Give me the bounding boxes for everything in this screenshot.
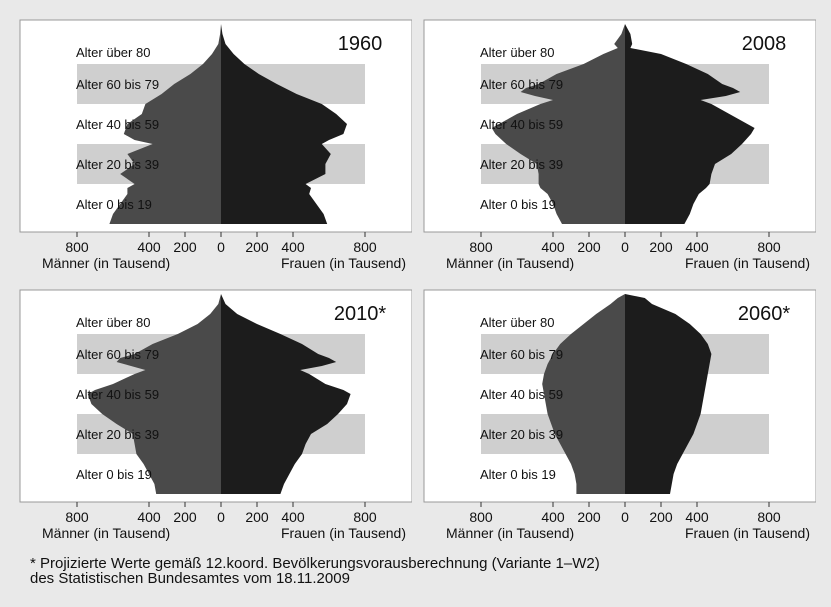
x-tick-label: 200 — [577, 509, 601, 525]
series-women-area — [625, 24, 755, 224]
population-pyramid-chart: Alter über 80 Alter 60 bis 79 Alter 40 bis… — [423, 289, 816, 541]
x-tick-label: 200 — [245, 509, 269, 525]
age-band-label: Alter 20 bis 39 — [76, 157, 159, 172]
age-band-label: Alter über 80 — [76, 315, 150, 330]
series-men-area — [542, 294, 625, 494]
x-tick-label: 400 — [137, 239, 161, 255]
x-tick-label: 0 — [621, 239, 629, 255]
x-tick-label: 400 — [137, 509, 161, 525]
age-band-label: Alter 20 bis 39 — [480, 157, 563, 172]
age-band-label: Alter 60 bis 79 — [76, 77, 159, 92]
chart-title: 2060* — [738, 303, 790, 325]
x-axis-label-women: Frauen (in Tausend) — [685, 525, 810, 541]
age-band-label: Alter 0 bis 19 — [76, 197, 152, 212]
age-band-label: Alter 40 bis 59 — [480, 387, 563, 402]
chart-panel-4: Alter über 80 Alter 60 bis 79 Alter 40 bis… — [416, 284, 816, 552]
x-tick-label: 800 — [469, 239, 493, 255]
x-tick-label: 200 — [173, 239, 197, 255]
population-pyramid-chart: Alter über 80 Alter 60 bis 79 Alter 40 bis… — [19, 19, 412, 271]
series-women-area — [221, 294, 351, 494]
age-band-label: Alter über 80 — [480, 45, 554, 60]
x-tick-label: 400 — [541, 509, 565, 525]
x-tick-label: 0 — [217, 239, 225, 255]
x-tick-label: 400 — [685, 239, 709, 255]
population-pyramid-chart: Alter über 80 Alter 60 bis 79 Alter 40 bis… — [423, 19, 816, 271]
x-axis-label-men: Männer (in Tausend) — [446, 525, 574, 541]
x-tick-label: 200 — [577, 239, 601, 255]
footnote: * Projizierte Werte gemäß 12.koord. Bevö… — [30, 556, 600, 586]
x-tick-label: 800 — [757, 239, 781, 255]
series-men-area — [109, 24, 221, 224]
x-tick-label: 200 — [649, 239, 673, 255]
chart-panel-2: Alter über 80 Alter 60 bis 79 Alter 40 bis… — [416, 14, 816, 282]
x-tick-label: 0 — [621, 509, 629, 525]
age-band-label: Alter 0 bis 19 — [480, 467, 556, 482]
x-axis-label-men: Männer (in Tausend) — [42, 255, 170, 271]
x-tick-label: 0 — [217, 509, 225, 525]
x-tick-label: 800 — [65, 509, 89, 525]
x-tick-label: 800 — [65, 239, 89, 255]
x-tick-label: 400 — [281, 509, 305, 525]
x-axis-label-women: Frauen (in Tausend) — [685, 255, 810, 271]
x-tick-label: 200 — [173, 509, 197, 525]
chart-title: 2008 — [742, 33, 787, 55]
x-tick-label: 400 — [685, 509, 709, 525]
x-axis-label-women: Frauen (in Tausend) — [281, 255, 406, 271]
age-band-label: Alter 60 bis 79 — [76, 347, 159, 362]
age-band-label: Alter 40 bis 59 — [76, 117, 159, 132]
age-band-label: Alter 40 bis 59 — [76, 387, 159, 402]
series-women-area — [625, 294, 712, 494]
x-tick-label: 400 — [281, 239, 305, 255]
age-band-label: Alter 20 bis 39 — [76, 427, 159, 442]
x-tick-label: 800 — [469, 509, 493, 525]
x-tick-label: 800 — [757, 509, 781, 525]
x-tick-label: 400 — [541, 239, 565, 255]
age-band-label: Alter 40 bis 59 — [480, 117, 563, 132]
age-band-label: Alter 0 bis 19 — [480, 197, 556, 212]
age-band-label: Alter 20 bis 39 — [480, 427, 563, 442]
footnote-line-1: * Projizierte Werte gemäß 12.koord. Bevö… — [30, 555, 600, 572]
population-pyramid-chart: Alter über 80 Alter 60 bis 79 Alter 40 bis… — [19, 289, 412, 541]
chart-title: 1960 — [338, 33, 383, 55]
x-tick-label: 200 — [245, 239, 269, 255]
age-band-label: Alter 0 bis 19 — [76, 467, 152, 482]
x-tick-label: 800 — [353, 509, 377, 525]
x-tick-label: 800 — [353, 239, 377, 255]
chart-panel-1: Alter über 80 Alter 60 bis 79 Alter 40 bis… — [12, 14, 412, 282]
x-axis-label-women: Frauen (in Tausend) — [281, 525, 406, 541]
series-men-area — [87, 294, 221, 494]
footnote-line-2: des Statistischen Bundesamtes vom 18.11.… — [30, 570, 350, 587]
series-women-area — [221, 24, 347, 224]
age-band-label: Alter 60 bis 79 — [480, 77, 563, 92]
age-band-label: Alter über 80 — [76, 45, 150, 60]
age-band-label: Alter über 80 — [480, 315, 554, 330]
x-axis-label-men: Männer (in Tausend) — [446, 255, 574, 271]
x-axis-label-men: Männer (in Tausend) — [42, 525, 170, 541]
x-tick-label: 200 — [649, 509, 673, 525]
chart-title: 2010* — [334, 303, 386, 325]
age-band-label: Alter 60 bis 79 — [480, 347, 563, 362]
series-men-area — [491, 24, 625, 224]
chart-panel-3: Alter über 80 Alter 60 bis 79 Alter 40 bis… — [12, 284, 412, 552]
